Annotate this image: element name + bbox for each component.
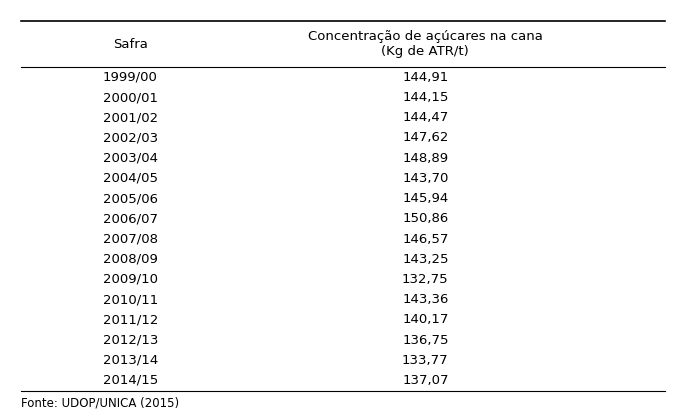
- Text: 2012/13: 2012/13: [103, 333, 158, 346]
- Text: 2007/08: 2007/08: [103, 233, 158, 246]
- Text: Concentração de açúcares na cana
(Kg de ATR/t): Concentração de açúcares na cana (Kg de …: [308, 30, 543, 58]
- Text: 140,17: 140,17: [402, 313, 449, 326]
- Text: 148,89: 148,89: [402, 152, 449, 165]
- Text: 2011/12: 2011/12: [103, 313, 158, 326]
- Text: 2005/06: 2005/06: [103, 192, 158, 205]
- Text: 2010/11: 2010/11: [103, 293, 158, 306]
- Text: 2009/10: 2009/10: [103, 273, 158, 286]
- Text: 133,77: 133,77: [402, 354, 449, 367]
- Text: 2014/15: 2014/15: [103, 374, 158, 387]
- Text: 132,75: 132,75: [402, 273, 449, 286]
- Text: 1999/00: 1999/00: [103, 71, 158, 84]
- Text: Safra: Safra: [113, 38, 147, 50]
- Text: 144,15: 144,15: [402, 91, 449, 104]
- Text: 147,62: 147,62: [402, 131, 449, 144]
- Text: 2008/09: 2008/09: [103, 253, 158, 266]
- Text: 146,57: 146,57: [402, 233, 449, 246]
- Text: 144,47: 144,47: [402, 111, 449, 124]
- Text: Fonte: UDOP/UNICA (2015): Fonte: UDOP/UNICA (2015): [21, 397, 179, 410]
- Text: 143,36: 143,36: [402, 293, 449, 306]
- Text: 144,91: 144,91: [402, 71, 449, 84]
- Text: 2006/07: 2006/07: [103, 212, 158, 225]
- Text: 137,07: 137,07: [402, 374, 449, 387]
- Text: 2013/14: 2013/14: [103, 354, 158, 367]
- Text: 143,70: 143,70: [402, 172, 449, 185]
- Text: 2003/04: 2003/04: [103, 152, 158, 165]
- Text: 136,75: 136,75: [402, 333, 449, 346]
- Text: 2002/03: 2002/03: [103, 131, 158, 144]
- Text: 145,94: 145,94: [402, 192, 449, 205]
- Text: 2001/02: 2001/02: [103, 111, 158, 124]
- Text: 2000/01: 2000/01: [103, 91, 158, 104]
- Text: 143,25: 143,25: [402, 253, 449, 266]
- Text: 2004/05: 2004/05: [103, 172, 158, 185]
- Text: 150,86: 150,86: [402, 212, 449, 225]
